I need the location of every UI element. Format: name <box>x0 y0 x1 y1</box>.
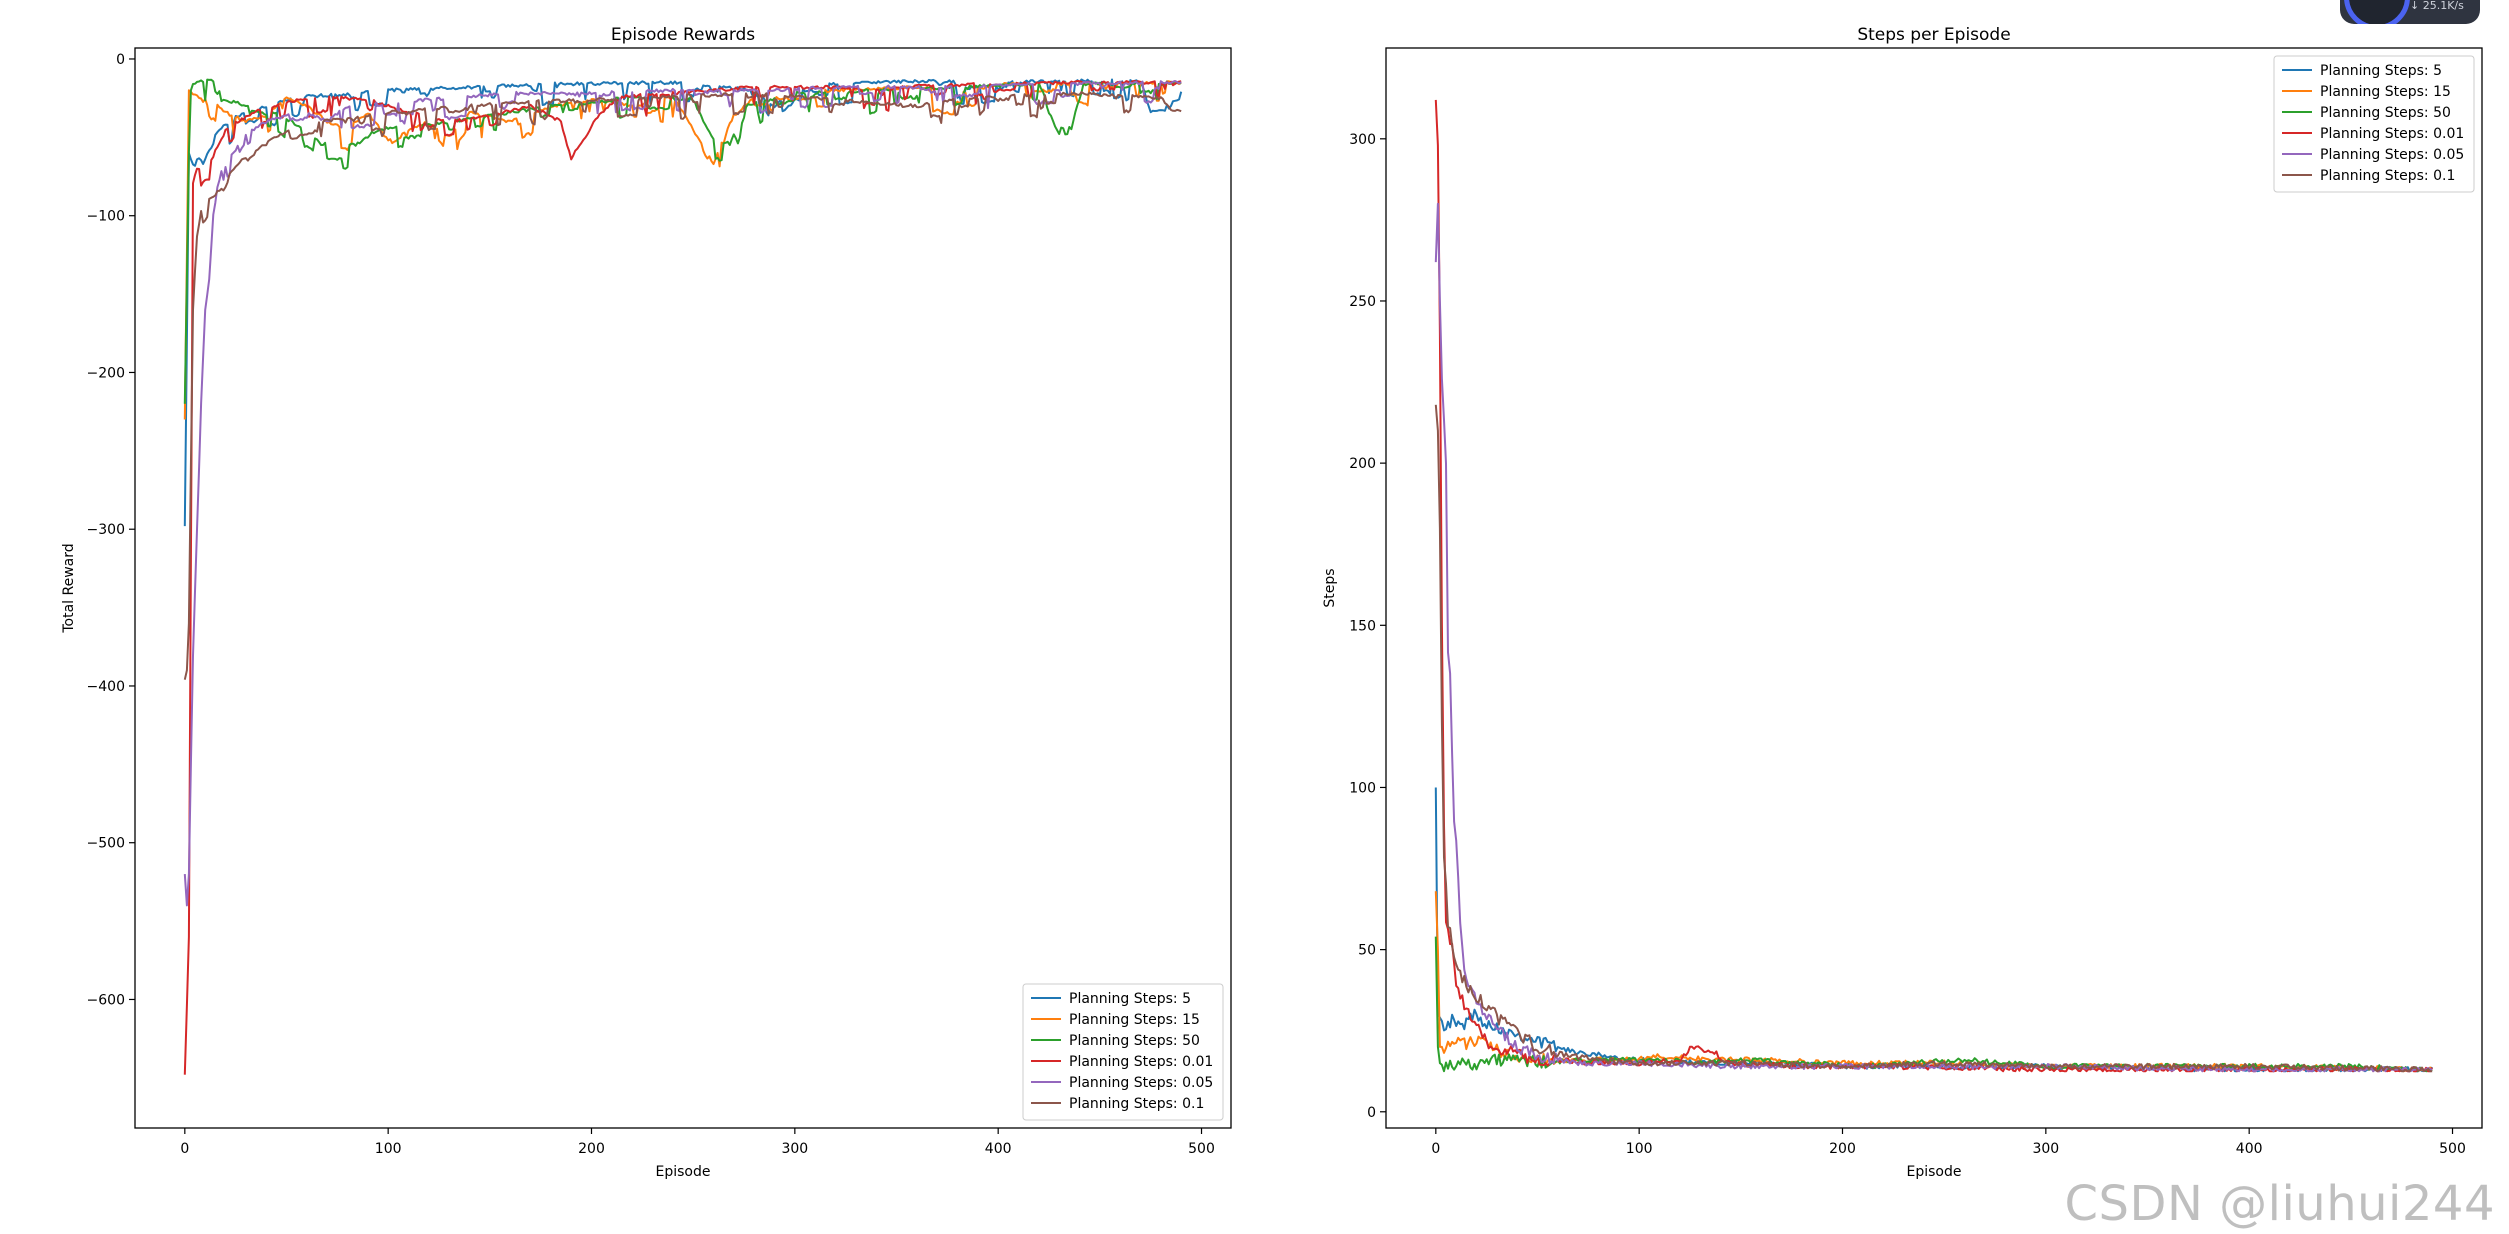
legend-label: Planning Steps: 50 <box>1069 1033 1200 1049</box>
network-speed-text: ↓ 25.1K/s <box>2410 0 2464 12</box>
x-tick-label: 0 <box>1431 1141 1440 1157</box>
x-tick-label: 400 <box>2236 1141 2263 1157</box>
series-line <box>183 78 1182 404</box>
x-tick-label: 300 <box>781 1141 808 1157</box>
watermark: CSDN @liuhui244 <box>2064 1176 2495 1232</box>
x-tick-label: 200 <box>578 1141 605 1157</box>
axes-frame <box>1385 47 2483 1129</box>
x-tick-label: 200 <box>1829 1141 1856 1157</box>
y-tick-label: −200 <box>87 365 125 381</box>
legend-label: Planning Steps: 5 <box>2320 63 2442 79</box>
x-tick-label: 400 <box>985 1141 1012 1157</box>
legend-label: Planning Steps: 0.05 <box>2320 147 2464 163</box>
legend-label: Planning Steps: 0.1 <box>2320 168 2455 184</box>
y-tick-label: 300 <box>1349 132 1376 148</box>
legend-label: Planning Steps: 0.01 <box>1069 1054 1213 1070</box>
legend-box <box>1022 983 1224 1121</box>
y-tick-label: 0 <box>116 52 125 68</box>
chart-title: Steps per Episode <box>1857 25 2010 45</box>
series-line <box>183 80 1182 420</box>
legend-label: Planning Steps: 0.1 <box>1069 1096 1204 1112</box>
y-axis-label: Steps <box>1322 568 1338 607</box>
x-tick-label: 100 <box>1626 1141 1653 1157</box>
y-axis-label: Total Reward <box>61 543 77 633</box>
series-line <box>183 80 1182 1075</box>
legend-label: Planning Steps: 50 <box>2320 105 2451 121</box>
legend-label: Planning Steps: 15 <box>1069 1012 1200 1028</box>
x-axis-label: Episode <box>1907 1164 1962 1180</box>
series-line <box>1434 99 2434 1073</box>
x-tick-label: 100 <box>375 1141 402 1157</box>
axes-frame <box>134 47 1232 1129</box>
x-tick-label: 500 <box>1188 1141 1215 1157</box>
series-lines <box>183 78 1183 1075</box>
chart-title: Episode Rewards <box>611 25 755 45</box>
series-line <box>1434 891 2433 1073</box>
y-tick-label: 250 <box>1349 294 1376 310</box>
y-tick-label: 150 <box>1349 618 1376 634</box>
legend: Planning Steps: 5 Planning Steps: 15 Plann… <box>2273 55 2475 193</box>
legend: Planning Steps: 5 Planning Steps: 15 Plann… <box>1022 983 1224 1121</box>
network-speed-widget: ↓ 25.1K/s <box>2340 0 2480 24</box>
y-tick-label: 0 <box>1367 1105 1376 1121</box>
speed-gauge-icon <box>2344 0 2410 24</box>
legend-label: Planning Steps: 0.01 <box>2320 126 2464 142</box>
y-tick-label: −100 <box>87 209 125 225</box>
y-tick-label: −500 <box>87 836 125 852</box>
y-tick-label: 50 <box>1358 943 1376 959</box>
series-lines <box>1434 99 2434 1073</box>
series-line <box>1434 936 2433 1073</box>
y-tick-label: −400 <box>87 679 125 695</box>
steps-per-episode-panel: Steps per Episode 0 100 200 300 400 500 0 50 100 1… <box>1322 25 2483 1180</box>
series-line <box>1434 787 2434 1073</box>
legend-label: Planning Steps: 15 <box>2320 84 2451 100</box>
legend-label: Planning Steps: 5 <box>1069 991 1191 1007</box>
legend-box <box>2273 55 2475 193</box>
series-line <box>1434 404 2433 1073</box>
y-tick-label: 200 <box>1349 456 1376 472</box>
x-axis-label: Episode <box>656 1164 711 1180</box>
y-tick-label: 100 <box>1349 780 1376 796</box>
series-line <box>183 91 1182 680</box>
episode-rewards-panel: Episode Rewards 0 100 200 300 400 500 0 −100 −200… <box>61 25 1232 1180</box>
series-line <box>183 80 1182 907</box>
series-line <box>1434 202 2433 1073</box>
legend-label: Planning Steps: 0.05 <box>1069 1075 1213 1091</box>
x-tick-label: 0 <box>180 1141 189 1157</box>
x-tick-label: 300 <box>2032 1141 2059 1157</box>
series-line <box>183 78 1183 527</box>
y-tick-label: −600 <box>87 992 125 1008</box>
x-tick-label: 500 <box>2439 1141 2466 1157</box>
y-tick-label: −300 <box>87 522 125 538</box>
